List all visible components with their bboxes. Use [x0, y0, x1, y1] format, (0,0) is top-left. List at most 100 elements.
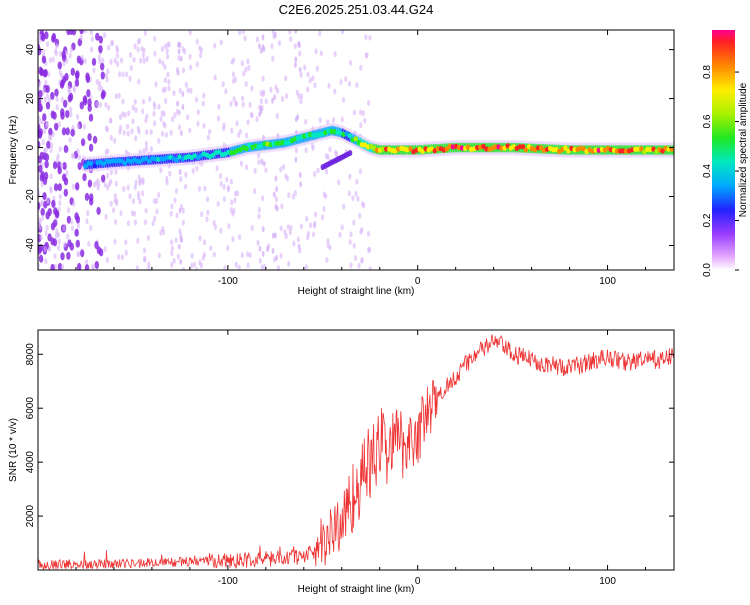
spectrogram-frame [37, 29, 675, 271]
spectrogram-noise-blob [356, 195, 360, 202]
spectrogram-noise-blob [126, 184, 130, 191]
spectrogram-noise-blob [258, 257, 262, 264]
spectrogram-noise-blob [63, 177, 69, 186]
spectrogram-noise-blob [298, 50, 302, 57]
spectrogram-noise-blob [170, 245, 174, 252]
snr-y-label: SNR (10 * v/v) [8, 418, 19, 482]
spectrogram-noise-blob [170, 203, 174, 210]
spectrogram-noise-blob [213, 42, 217, 49]
spectrogram-noise-blob [202, 92, 206, 99]
spectrogram-noise-blob [118, 114, 123, 121]
spectrogram-noise-blob [205, 216, 209, 223]
spectrogram-x-tick-label: 0 [415, 276, 421, 287]
spectrogram-noise-blob [361, 110, 365, 117]
spectrogram-noise-blob [69, 242, 75, 251]
spectrogram-noise-blob [235, 120, 239, 127]
spectrogram-noise-blob [51, 199, 56, 208]
spectrogram-noise-blob [242, 70, 246, 77]
spectrogram-noise-blob [120, 254, 124, 261]
spectrogram-noise-blob [55, 43, 59, 50]
spectrogram-noise-blob [38, 128, 43, 137]
spectrogram-noise-blob [70, 225, 75, 232]
spectrogram-noise-blob [101, 57, 105, 64]
spectrogram-noise-blob [153, 120, 157, 127]
spectrogram-noise-blob [200, 211, 204, 218]
spectrogram-noise-blob [70, 218, 74, 225]
spectrogram-noise-blob [366, 230, 371, 237]
spectrogram-noise-blob [92, 67, 96, 74]
spectrogram-noise-blob [299, 93, 304, 100]
spectrogram-noise-blob [50, 91, 55, 100]
spectrogram-noise-blob [76, 148, 80, 155]
spectrogram-noise-blob [45, 41, 50, 48]
spectrogram-noise-blob [344, 76, 348, 83]
spectrogram-noise-blob [342, 203, 346, 210]
spectrogram-noise-blob [206, 134, 210, 141]
spectrogram-noise-blob [288, 229, 292, 236]
spectrogram-noise-blob [137, 174, 141, 181]
spectrogram-streak [294, 30, 298, 34]
spectrogram-noise-blob [308, 77, 312, 84]
spectrogram-noise-blob [57, 121, 61, 128]
spectrogram-y-tick-label: 20 [25, 93, 36, 105]
spectrogram-noise-blob [175, 212, 179, 219]
spectrogram-noise-blob [44, 160, 49, 169]
spectrogram-noise-blob [160, 46, 164, 53]
spectrogram-noise-blob [237, 264, 241, 270]
spectrogram-noise-blob [75, 113, 80, 120]
spectrogram-noise-blob [49, 173, 53, 180]
spectrogram-noise-blob [257, 206, 261, 213]
spectrogram-noise-blob [139, 57, 143, 64]
spectrogram-noise-blob [299, 71, 303, 78]
spectrogram-noise-blob [133, 210, 137, 217]
spectrogram-noise-blob [58, 193, 62, 200]
snr-y-tick-label: 2000 [25, 505, 36, 528]
spectrogram-noise-blob [353, 255, 358, 261]
spectrogram-noise-blob [347, 190, 351, 197]
spectrogram-ridge-core [523, 147, 529, 153]
spectrogram-noise-blob [320, 214, 325, 221]
spectrogram-noise-blob [119, 125, 123, 131]
spectrogram-noise-blob [64, 49, 69, 56]
spectrogram-noise-blob [126, 123, 130, 130]
spectrogram-noise-blob [168, 170, 172, 177]
spectrogram-noise-blob [42, 113, 47, 122]
colorbar-tick-label: 0.4 [702, 164, 713, 178]
spectrogram-noise-blob [51, 32, 57, 41]
spectrogram-noise-blob [181, 219, 185, 226]
spectrogram-noise-blob [47, 233, 52, 242]
spectrogram-noise-blob [48, 134, 52, 141]
spectrogram-noise-blob [306, 71, 310, 78]
spectrogram-noise-blob [231, 77, 236, 84]
spectrogram-noise-blob [253, 167, 257, 174]
spectrogram-noise-blob [299, 98, 303, 105]
spectrogram-noise-blob [39, 118, 43, 125]
spectrogram-noise-blob [42, 48, 46, 55]
spectrogram-noise-blob [57, 238, 61, 245]
spectrogram-noise-blob [289, 36, 293, 43]
spectrogram-noise-blob [105, 257, 109, 263]
spectrogram-noise-blob [79, 30, 84, 35]
spectrogram-noise-blob [299, 223, 303, 230]
spectrogram-noise-blob [38, 90, 43, 98]
spectrogram-noise-blob [137, 194, 141, 201]
spectrogram-streak [181, 91, 185, 97]
spectrogram-noise-blob [212, 220, 216, 226]
spectrogram-noise-blob [141, 179, 145, 186]
spectrogram-noise-blob [134, 135, 138, 142]
spectrogram-noise-blob [164, 131, 168, 138]
spectrogram-marks [38, 30, 674, 270]
spectrogram-noise-blob [351, 195, 355, 202]
spectrogram-noise-blob [264, 167, 268, 174]
spectrogram-noise-blob [282, 163, 286, 170]
spectrogram-streak [297, 243, 301, 250]
spectrogram-noise-blob [154, 81, 158, 88]
spectrogram-noise-blob [248, 101, 252, 108]
spectrogram-noise-blob [198, 259, 202, 266]
spectrogram-noise-blob [166, 71, 170, 78]
spectrogram-noise-blob [95, 101, 99, 108]
spectrogram-noise-blob [136, 237, 140, 244]
spectrogram-noise-blob [69, 46, 73, 53]
spectrogram-noise-blob [255, 36, 260, 43]
spectrogram-noise-blob [250, 85, 254, 92]
